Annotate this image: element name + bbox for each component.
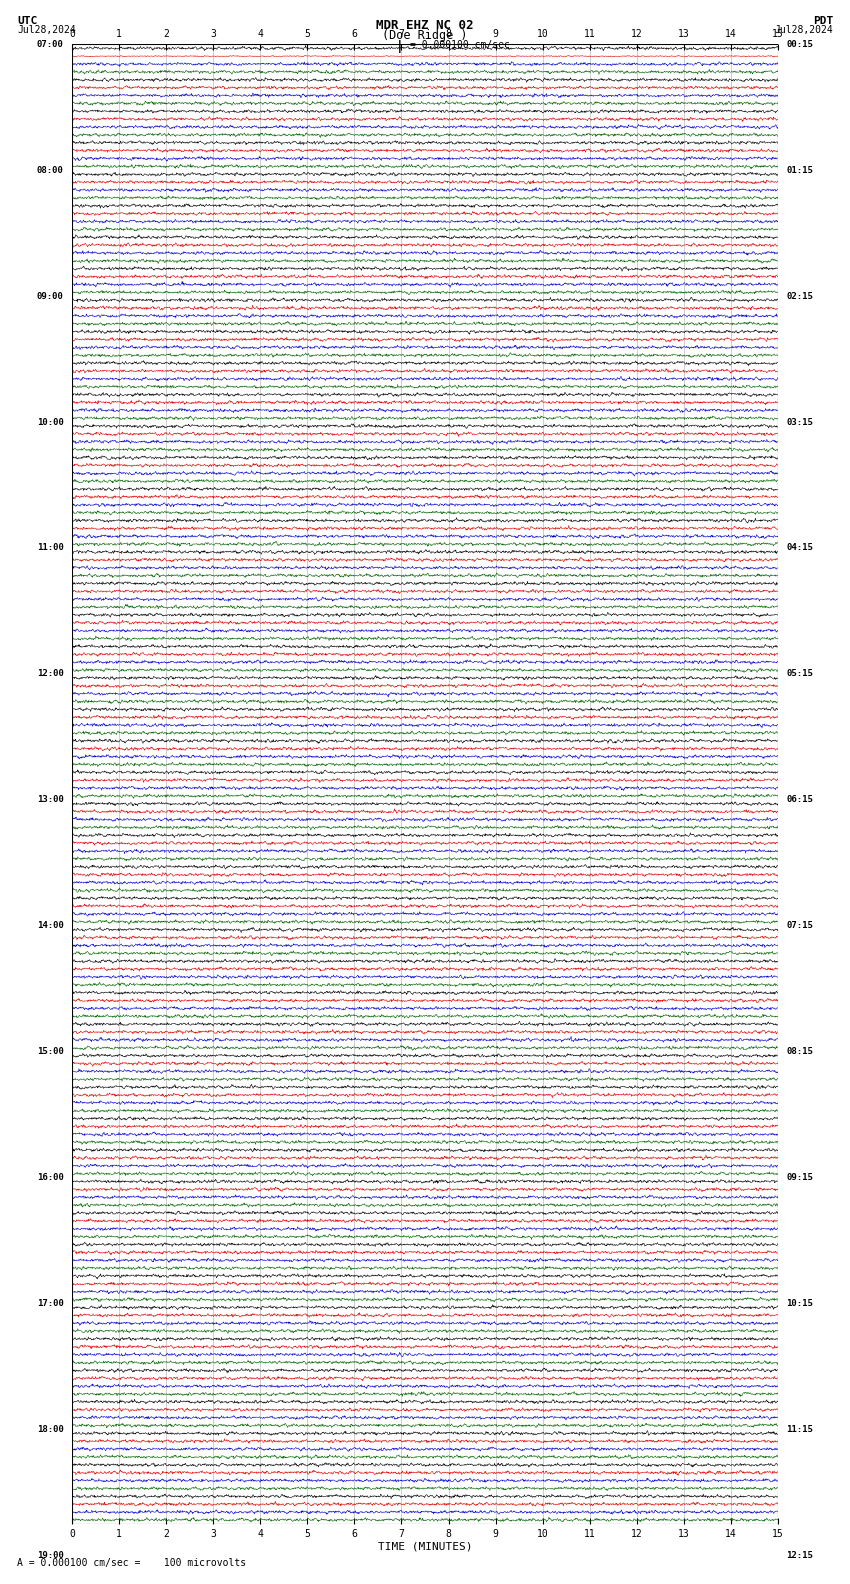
Text: 07:15: 07:15	[786, 922, 813, 930]
Text: 00:15: 00:15	[786, 40, 813, 49]
Text: UTC: UTC	[17, 16, 37, 25]
Text: 18:00: 18:00	[37, 1426, 64, 1434]
Text: 12:15: 12:15	[786, 1551, 813, 1560]
Text: Jul28,2024: Jul28,2024	[774, 25, 833, 35]
Text: 15:00: 15:00	[37, 1047, 64, 1057]
Text: 14:00: 14:00	[37, 922, 64, 930]
Text: 12:00: 12:00	[37, 670, 64, 678]
Text: 07:00: 07:00	[37, 40, 64, 49]
Text: 19:00: 19:00	[37, 1551, 64, 1560]
Text: 06:15: 06:15	[786, 795, 813, 805]
Text: PDT: PDT	[813, 16, 833, 25]
Text: 09:15: 09:15	[786, 1174, 813, 1182]
Text: (Doe Ridge ): (Doe Ridge )	[382, 29, 468, 41]
Text: = 0.000100 cm/sec: = 0.000100 cm/sec	[410, 40, 509, 49]
Text: 05:15: 05:15	[786, 670, 813, 678]
Text: 17:00: 17:00	[37, 1299, 64, 1308]
Text: 01:15: 01:15	[786, 166, 813, 174]
Text: 08:15: 08:15	[786, 1047, 813, 1057]
Text: 11:00: 11:00	[37, 543, 64, 553]
X-axis label: TIME (MINUTES): TIME (MINUTES)	[377, 1541, 473, 1551]
Text: 03:15: 03:15	[786, 418, 813, 426]
Text: 10:15: 10:15	[786, 1299, 813, 1308]
Text: MDR EHZ NC 02: MDR EHZ NC 02	[377, 19, 473, 32]
Text: 13:00: 13:00	[37, 795, 64, 805]
Text: 09:00: 09:00	[37, 291, 64, 301]
Text: A = 0.000100 cm/sec =    100 microvolts: A = 0.000100 cm/sec = 100 microvolts	[17, 1559, 246, 1568]
Text: |: |	[396, 40, 403, 52]
Text: 16:00: 16:00	[37, 1174, 64, 1182]
Text: 04:15: 04:15	[786, 543, 813, 553]
Text: Jul28,2024: Jul28,2024	[17, 25, 76, 35]
Text: 02:15: 02:15	[786, 291, 813, 301]
Text: 11:15: 11:15	[786, 1426, 813, 1434]
Text: 10:00: 10:00	[37, 418, 64, 426]
Text: 08:00: 08:00	[37, 166, 64, 174]
